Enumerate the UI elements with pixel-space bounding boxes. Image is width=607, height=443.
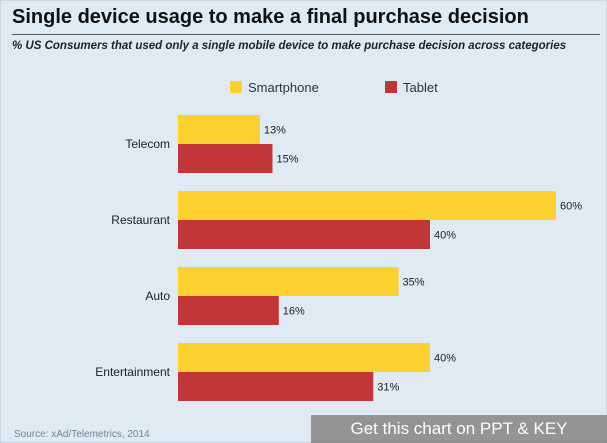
legend-label-smartphone: Smartphone xyxy=(248,80,319,95)
legend-swatch-tablet xyxy=(385,81,397,93)
category-label: Auto xyxy=(145,289,170,303)
bar-smartphone-entertainment xyxy=(178,343,430,372)
data-label: 40% xyxy=(434,230,456,242)
data-label: 15% xyxy=(277,154,299,166)
bar-tablet-auto xyxy=(178,296,279,325)
title-divider xyxy=(12,34,600,35)
data-label: 16% xyxy=(283,306,305,318)
bar-tablet-restaurant xyxy=(178,220,430,249)
chart-title: Single device usage to make a final purc… xyxy=(12,6,529,28)
get-chart-button[interactable]: Get this chart on PPT & KEY xyxy=(311,415,607,443)
bar-smartphone-auto xyxy=(178,267,399,296)
legend-swatch-smartphone xyxy=(230,81,242,93)
source-note: Source: xAd/Telemetrics, 2014 xyxy=(14,429,150,440)
bar-tablet-entertainment xyxy=(178,372,374,401)
bar-smartphone-restaurant xyxy=(178,191,556,220)
category-label: Telecom xyxy=(125,137,170,151)
data-label: 60% xyxy=(560,201,582,213)
data-label: 40% xyxy=(434,353,456,365)
category-label: Restaurant xyxy=(111,213,170,227)
legend-label-tablet: Tablet xyxy=(403,80,438,95)
data-label: 31% xyxy=(377,382,399,394)
data-label: 35% xyxy=(403,277,425,289)
bar-tablet-telecom xyxy=(178,144,273,173)
bar-smartphone-telecom xyxy=(178,115,260,144)
chart-subtitle: % US Consumers that used only a single m… xyxy=(12,40,567,52)
data-label: 13% xyxy=(264,125,286,137)
category-label: Entertainment xyxy=(95,365,170,379)
